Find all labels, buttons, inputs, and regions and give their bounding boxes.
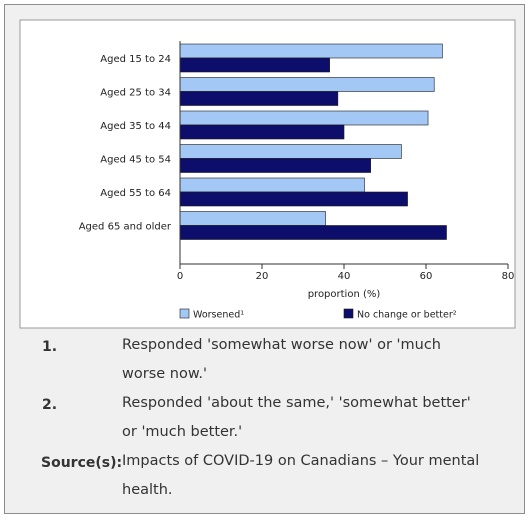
bar-no-change-or-better-5 [179,225,447,240]
bar-no-change-or-better-0 [179,57,330,73]
bar-worsened-2 [179,110,429,126]
x-tick-label: 20 [256,271,269,282]
category-label: Aged 25 to 34 [100,88,171,99]
bar-no-change-or-better-4 [179,191,408,207]
category-label: Aged 45 to 54 [100,155,171,166]
bar-worsened-4 [179,177,365,193]
category-label: Aged 35 to 44 [100,121,171,132]
x-axis-title: proportion (%) [308,289,381,300]
source-text: Impacts of COVID-19 on Canadians – Your … [122,453,480,498]
footnote-1-number: 1. [42,339,58,355]
source-label: Source(s): [41,455,123,471]
bar-no-change-or-better-1 [179,91,339,106]
legend-swatch-0 [179,308,190,319]
legend-swatch-1 [343,308,354,319]
x-tick-label: 80 [502,271,515,282]
bar-worsened-5 [179,211,326,226]
footnote-2-text: Responded 'about the same,' 'somewhat be… [122,395,471,440]
bar-worsened-0 [179,43,443,59]
bar-no-change-or-better-2 [179,124,345,140]
category-label: Aged 65 and older [79,222,172,233]
category-label: Aged 55 to 64 [100,188,171,199]
footnote-1-text: Responded 'somewhat worse now' or 'much … [122,337,441,382]
bar-worsened-1 [179,77,435,92]
footnote-2-number: 2. [42,397,58,413]
legend-label-1: No change or better² [357,310,457,321]
x-tick-label: 0 [177,271,183,282]
x-tick-label: 40 [338,271,351,282]
bar-worsened-3 [179,144,402,159]
x-tick-label: 60 [420,271,433,282]
legend-label-0: Worsened¹ [193,310,244,321]
bar-no-change-or-better-3 [179,158,371,173]
category-label: Aged 15 to 24 [100,54,171,65]
